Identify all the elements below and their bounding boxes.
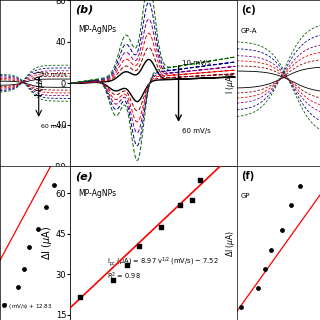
Text: 10 mV/s: 10 mV/s [41, 72, 66, 76]
Text: 60 mV/s: 60 mV/s [41, 123, 66, 128]
Y-axis label: $\Delta$I ($\mu$A): $\Delta$I ($\mu$A) [224, 229, 237, 257]
Point [158, 224, 163, 229]
Text: (f): (f) [241, 171, 254, 181]
Point [36, 226, 41, 231]
Text: MP-AgNPs: MP-AgNPs [79, 25, 117, 34]
Point [16, 284, 21, 290]
Text: GP: GP [241, 193, 251, 198]
Point [298, 183, 303, 188]
Text: GP-A: GP-A [241, 28, 258, 34]
Text: (b): (b) [76, 5, 94, 15]
Y-axis label: I ($\mu$A): I ($\mu$A) [224, 72, 237, 94]
Point [177, 203, 182, 208]
Point [239, 305, 244, 310]
Point [51, 182, 56, 187]
Point [136, 243, 141, 248]
Point [279, 228, 284, 233]
Point [289, 202, 294, 207]
X-axis label: U (V): U (V) [141, 181, 166, 191]
Text: 60 mV/s: 60 mV/s [182, 128, 211, 134]
Text: 10 mV/s: 10 mV/s [182, 60, 211, 66]
Point [44, 204, 49, 209]
Point [198, 177, 203, 182]
Text: $^{1/2}$ (mV/s) + 12.83: $^{1/2}$ (mV/s) + 12.83 [1, 302, 52, 312]
Point [21, 266, 26, 271]
Point [262, 266, 268, 271]
Text: I$_{pc}$ ($\mu$A) = 8.97 v$^{1/2}$ (mV/s) $-$ 7.52
R$^2$ = 0.98: I$_{pc}$ ($\mu$A) = 8.97 v$^{1/2}$ (mV/s… [107, 255, 219, 282]
Point [124, 262, 129, 267]
Text: (e): (e) [76, 171, 93, 181]
Y-axis label: I ($\mu$A): I ($\mu$A) [33, 69, 47, 97]
Point [77, 294, 82, 300]
Point [189, 197, 195, 203]
Text: MP-AgNPs: MP-AgNPs [79, 189, 117, 198]
Point [1, 303, 6, 308]
Y-axis label: $\Delta$I ($\mu$A): $\Delta$I ($\mu$A) [40, 226, 54, 260]
Point [256, 285, 261, 291]
Text: (c): (c) [241, 5, 256, 15]
Point [111, 277, 116, 282]
Point [268, 247, 274, 252]
Point [27, 244, 32, 249]
